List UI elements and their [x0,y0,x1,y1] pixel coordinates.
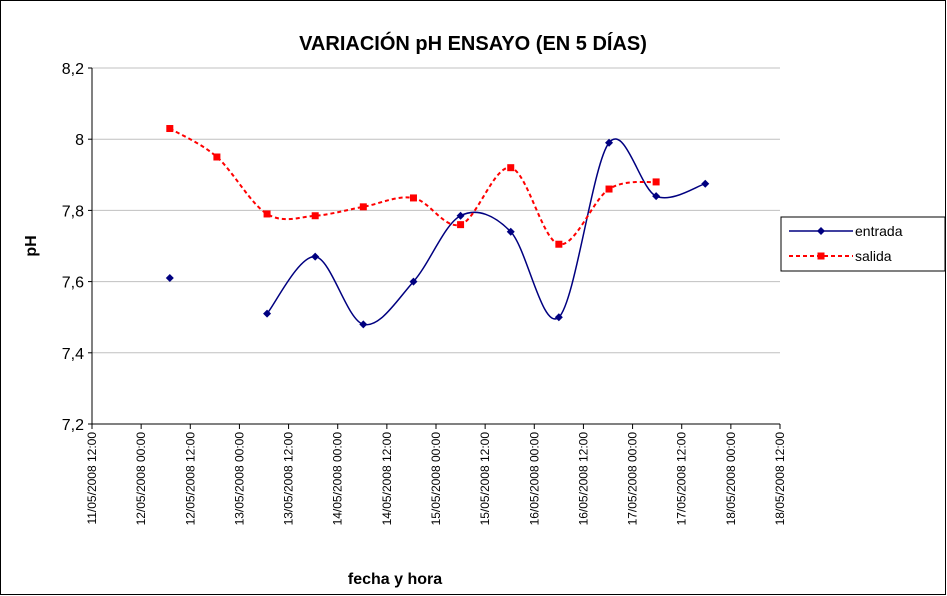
x-tick-label: 15/05/2008 12:00 [478,432,492,526]
y-tick-label: 7,2 [62,417,84,434]
data-point [456,211,465,220]
y-tick-label: 7,6 [62,275,84,292]
legend-box [780,216,946,272]
legend-label: salida [855,248,892,264]
legend-label: entrada [855,223,903,239]
series-line [169,127,657,246]
data-point [359,203,367,211]
legend-marker [817,252,825,260]
legend-marker [817,227,825,235]
data-point [359,320,368,329]
data-point [165,274,174,283]
x-tick-label: 18/05/2008 00:00 [724,432,738,526]
y-tick-label: 8,2 [62,61,84,78]
chart-title: VARIACIÓN pH ENSAYO (EN 5 DÍAS) [299,31,647,55]
x-tick-label: 17/05/2008 12:00 [675,432,689,526]
data-point [166,125,174,133]
data-point [554,313,563,322]
y-axis-title: pH [23,235,40,256]
x-tick-label: 16/05/2008 00:00 [527,432,541,526]
x-tick-label: 13/05/2008 12:00 [282,432,296,526]
data-point [507,164,515,172]
data-point [263,210,271,218]
x-tick-label: 16/05/2008 12:00 [576,432,590,526]
x-tick-label: 11/05/2008 12:00 [85,432,99,525]
y-tick-label: 7,8 [62,203,84,220]
data-point [409,194,417,202]
x-tick-label: 12/05/2008 00:00 [134,432,148,526]
series-line [266,138,706,326]
data-point [457,221,465,229]
data-point [605,185,613,193]
x-tick-label: 12/05/2008 12:00 [183,432,197,526]
data-point [213,153,221,161]
x-tick-label: 15/05/2008 00:00 [429,432,443,526]
data-point [311,212,319,220]
x-axis-title: fecha y hora [348,571,442,588]
data-point [652,178,660,186]
y-tick-label: 7,4 [62,346,84,363]
data-point [409,277,418,286]
data-point [701,179,710,188]
y-tick-label: 8 [75,132,84,149]
x-tick-label: 14/05/2008 12:00 [380,432,394,526]
data-point [555,240,563,248]
x-tick-label: 13/05/2008 00:00 [232,432,246,526]
data-point [652,192,661,201]
data-point [605,138,614,147]
x-tick-label: 14/05/2008 00:00 [331,432,345,526]
x-tick-label: 18/05/2008 12:00 [773,432,787,526]
data-point [263,309,272,318]
data-point [311,252,320,261]
x-tick-label: 17/05/2008 00:00 [626,432,640,526]
data-point [506,227,515,236]
